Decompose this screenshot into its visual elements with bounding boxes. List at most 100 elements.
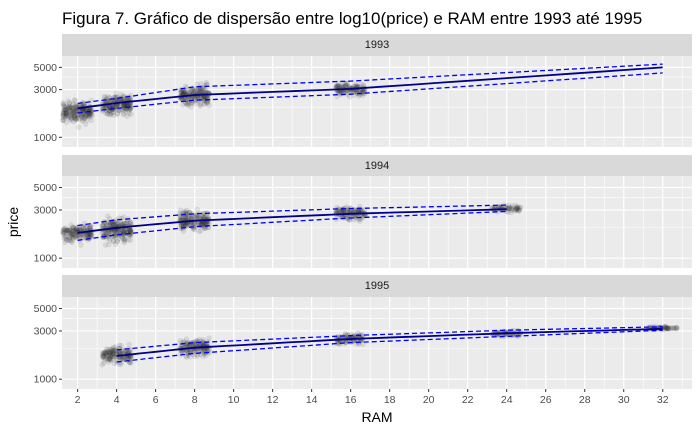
data-point [122, 236, 128, 243]
data-point [64, 113, 70, 120]
data-point [70, 232, 77, 238]
data-point [69, 230, 75, 236]
data-point [514, 205, 521, 211]
x-tick-label: 2 [75, 394, 81, 406]
data-point [183, 88, 189, 95]
data-point [111, 360, 117, 366]
data-point [112, 220, 119, 226]
data-point [61, 108, 67, 114]
data-point [79, 116, 86, 122]
data-point [196, 228, 202, 235]
data-point [110, 347, 117, 354]
facet-panel-1993: 1993 1000 3000 5000 [34, 34, 692, 147]
data-point [70, 225, 77, 231]
data-point [120, 236, 127, 242]
data-point [199, 340, 206, 347]
data-point [88, 231, 94, 238]
data-point [63, 113, 70, 119]
data-point [106, 355, 113, 361]
data-point [107, 222, 114, 228]
fit-line [77, 208, 507, 234]
data-point [107, 346, 114, 352]
data-point [184, 207, 190, 213]
data-point [178, 89, 184, 95]
data-point [106, 241, 112, 248]
data-point [118, 220, 124, 226]
data-point [181, 89, 187, 95]
data-point [66, 228, 72, 235]
data-point [60, 117, 66, 123]
data-point [104, 231, 110, 237]
data-point [674, 325, 680, 331]
data-point [88, 114, 94, 120]
data-point [63, 234, 69, 240]
data-point [191, 353, 198, 360]
lower-band-line [77, 72, 663, 114]
data-point [84, 225, 90, 231]
data-point [117, 220, 124, 226]
data-point [336, 81, 342, 87]
panel-background [62, 176, 692, 268]
data-point [183, 222, 190, 228]
data-point [121, 111, 127, 118]
x-tick-label: 32 [657, 394, 669, 406]
data-point [121, 220, 127, 227]
data-point [665, 326, 672, 332]
data-point [67, 227, 73, 233]
data-point [80, 234, 86, 241]
data-point [87, 232, 94, 238]
data-point [514, 204, 521, 210]
data-point [203, 79, 209, 86]
data-point [67, 109, 74, 115]
data-point [72, 98, 78, 104]
data-point [188, 87, 194, 94]
data-point [128, 227, 134, 233]
data-point [128, 232, 134, 239]
data-point [517, 204, 524, 211]
data-point [73, 116, 79, 122]
data-point [664, 326, 671, 332]
data-point [60, 101, 66, 107]
data-point [100, 354, 106, 360]
data-point [183, 354, 190, 360]
data-point [67, 229, 73, 236]
data-point [86, 232, 92, 238]
data-point [116, 106, 122, 112]
data-point [61, 110, 67, 116]
fit-line [116, 327, 663, 357]
data-point [65, 227, 71, 233]
data-point [663, 325, 669, 332]
data-point [105, 213, 111, 219]
data-point [344, 90, 351, 96]
data-point [73, 226, 79, 233]
data-point [107, 348, 113, 354]
data-point [63, 237, 69, 244]
data-point [102, 349, 108, 355]
data-point [73, 117, 79, 123]
data-point [513, 206, 520, 212]
data-point [86, 113, 92, 119]
data-point [108, 110, 115, 116]
data-point [88, 117, 94, 124]
point-layer [60, 79, 368, 130]
data-point [121, 228, 127, 235]
data-point [200, 221, 207, 227]
x-tick-label: 28 [579, 394, 591, 406]
data-point [81, 114, 87, 121]
data-point [181, 89, 187, 95]
data-point [128, 227, 134, 234]
data-point [113, 97, 119, 103]
data-point [126, 227, 133, 233]
data-point [338, 83, 345, 89]
data-point [101, 354, 107, 360]
data-point [506, 205, 512, 211]
data-point [102, 350, 109, 356]
data-point [74, 114, 81, 121]
data-point [206, 102, 212, 109]
data-point [104, 231, 110, 237]
data-point [109, 352, 116, 358]
data-point [122, 108, 129, 114]
data-point [667, 325, 673, 332]
data-point [70, 235, 76, 242]
data-point [204, 100, 211, 106]
